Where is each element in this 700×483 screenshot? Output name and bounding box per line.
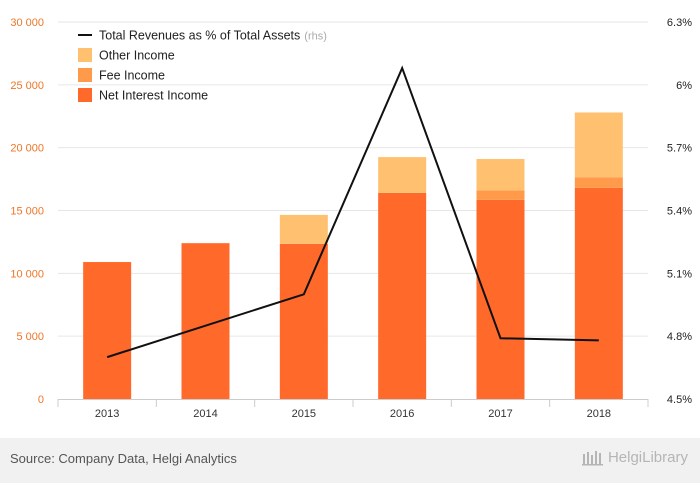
legend-label: Net Interest Income [99,89,208,103]
legend-label-text: Net Interest Income [99,89,208,103]
y-tick-label-left: 30 000 [10,17,44,29]
legend-label: Total Revenues as % of Total Assets (rhs) [99,29,327,43]
y-tick-label-left: 0 [38,394,44,406]
x-tick-label: 2018 [587,408,611,420]
y-tick-label-right: 6.3% [667,17,692,29]
legend-label-text: Other Income [99,49,175,63]
bar-other-income [476,158,525,191]
legend-swatch [78,48,92,62]
bar-other-income [279,214,328,244]
y-tick-label-left: 15 000 [10,206,44,218]
footer: Source: Company Data, Helgi Analytics He… [0,438,700,483]
y-tick-label-right: 4.8% [667,331,692,343]
legend-rhs-note: (rhs) [304,31,327,43]
y-tick-label-left: 10 000 [10,268,44,280]
legend-label: Fee Income [99,69,165,83]
bar-other-income [378,157,427,193]
legend-label-text: Fee Income [99,69,165,83]
x-tick-label: 2017 [488,408,512,420]
legend-label-text: Total Revenues as % of Total Assets [99,29,300,43]
brand-logo: HelgiLibrary [581,449,688,466]
library-icon [581,450,603,465]
chart: 0 5 000 10 000 15 000 20 000 25 000 30 000 4.5%… [10,17,692,420]
legend-label: Other Income [99,49,175,63]
source-text: Source: Company Data, Helgi Analytics [10,451,237,466]
bar-net-interest-income [574,187,623,399]
bar-other-income [574,112,623,178]
bar-fee-income [476,190,525,200]
x-tick-label: 2013 [95,408,119,420]
legend-swatch [78,88,92,102]
line-revenues-to-assets [106,65,599,359]
x-tick-label: 2016 [390,408,414,420]
y-tick-label-left: 25 000 [10,80,44,92]
bar-net-interest-income [378,192,427,399]
bar-net-interest-income [476,199,525,399]
y-tick-label-right: 5.1% [667,268,692,280]
x-tick-label: 2015 [292,408,316,420]
bar-fee-income [574,177,623,188]
bar-net-interest-income [279,243,328,399]
x-tick-label: 2014 [193,408,217,420]
y-tick-label-left: 5 000 [16,331,44,343]
y-tick-label-right: 6% [676,80,692,92]
legend-swatch [78,68,92,82]
y-tick-label-right: 5.7% [667,143,692,155]
brand-text: HelgiLibrary [607,449,688,466]
y-tick-label-left: 20 000 [10,143,44,155]
y-tick-label-right: 5.4% [667,206,692,218]
bar-net-interest-income [83,262,132,399]
y-tick-label-right: 4.5% [667,394,692,406]
